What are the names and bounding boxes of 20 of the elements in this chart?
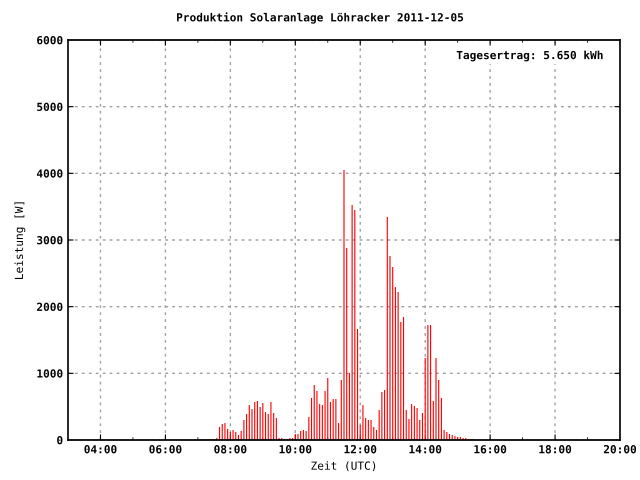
y-tick-label: 5000	[37, 102, 62, 112]
chart-title: Produktion Solaranlage Löhracker 2011-12-05	[177, 12, 464, 24]
annotation: Tagesertrag: 5.650 kWh	[456, 50, 603, 62]
y-tick-label: 2000	[37, 302, 62, 312]
x-tick-label: 12:00	[344, 445, 376, 454]
x-tick-label: 14:00	[409, 445, 442, 454]
y-tick-label: 6000	[37, 36, 62, 44]
x-tick-label: 06:00	[149, 445, 182, 454]
x-tick-label: 08:00	[214, 445, 246, 454]
y-tick-label: 4000	[36, 169, 62, 178]
x-axis-title: Zeit (UTC)	[311, 461, 376, 472]
x-tick-label: 20:00	[604, 445, 636, 454]
x-tick-label: 16:00	[474, 445, 506, 454]
x-tick-label: 18:00	[539, 445, 572, 454]
x-tick-label: 04:00	[84, 445, 117, 454]
y-tick-label: 1000	[37, 369, 62, 378]
y-tick-label: 0	[57, 436, 62, 444]
x-tick-label: 10:00	[280, 445, 312, 454]
y-axis-title: Leistung [W]	[14, 202, 26, 279]
y-tick-label: 3000	[37, 236, 62, 244]
